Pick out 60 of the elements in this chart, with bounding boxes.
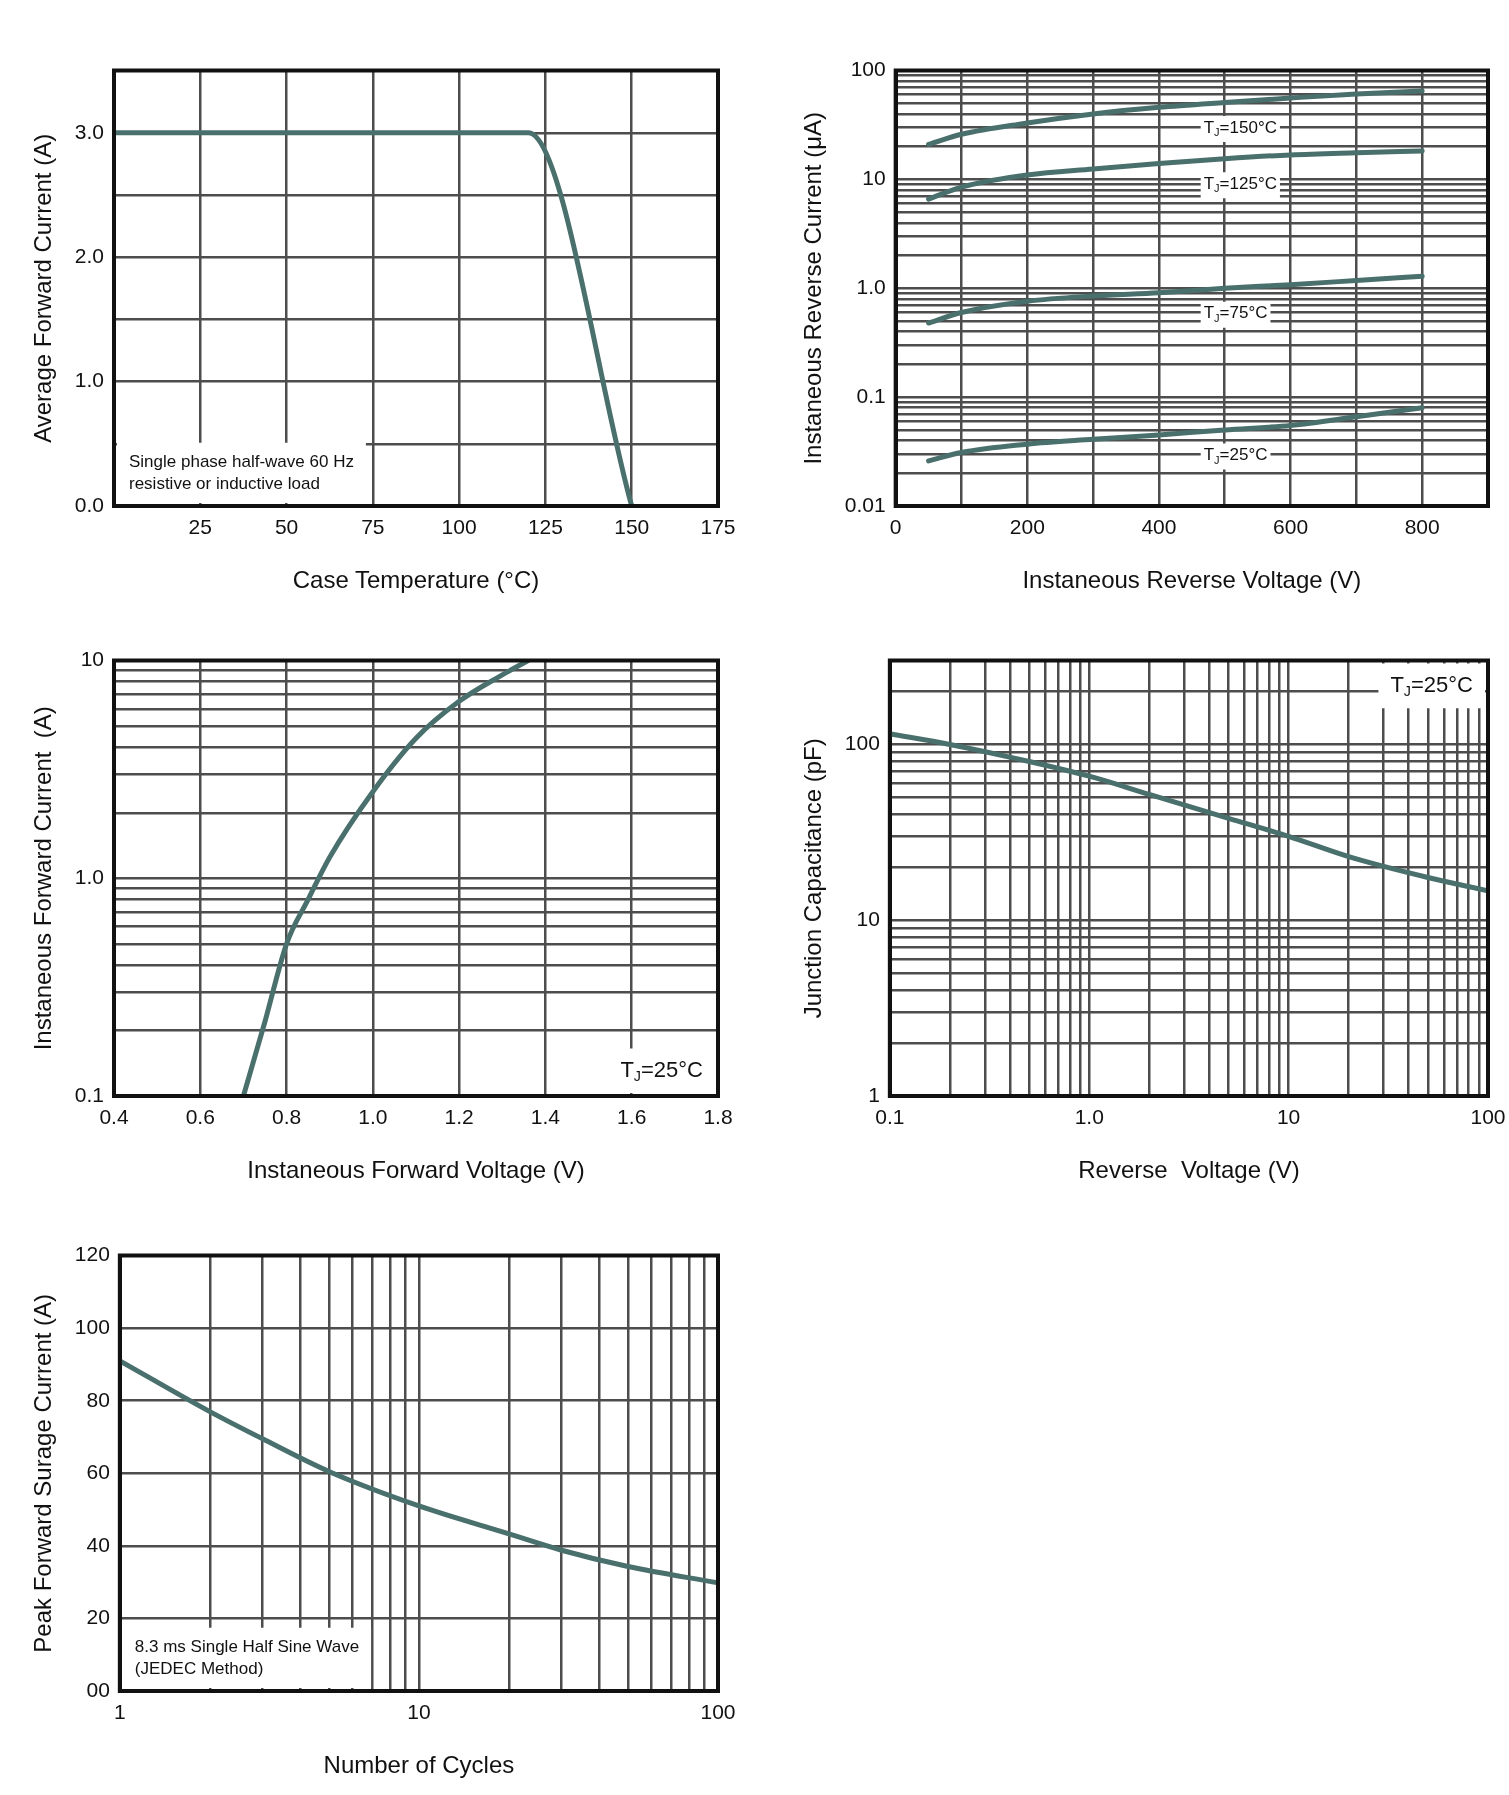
x-tick-label: 1 [113,1700,126,1724]
x-tick-label: 125 [527,515,563,539]
y-tick-label: 10 [80,647,104,671]
annotation: 8.3 ms Single Half Sine Wave (JEDEC Method) [134,1636,360,1678]
x-tick-label: 1.0 [1074,1105,1104,1129]
x-axis-title: Case Temperature (°C) [292,566,540,594]
y-tick-label: 40 [86,1532,110,1556]
y-tick-label: 10 [856,907,880,931]
x-axis-title: Reverse Voltage (V) [1078,1156,1300,1184]
y-axis-title: Instaneous Forward Current (A) [29,706,57,1051]
x-tick-label: 200 [1009,515,1045,539]
y-tick-label: 1 [868,1082,880,1106]
x-tick-label: 100 [700,1700,736,1724]
y-tick-label: 120 [74,1242,110,1266]
y-tick-label: 3.0 [74,119,104,143]
y-tick-label: 100 [844,731,880,755]
x-axis-title: Number of Cycles [323,1751,515,1779]
x-axis-title: Instaneous Reverse Voltage (V) [1022,566,1362,594]
y-tick-label: 100 [850,57,886,81]
x-tick-label: 0.6 [185,1105,215,1129]
y-tick-label: 1.0 [856,275,886,299]
x-tick-label: 150 [614,515,650,539]
x-tick-label: 800 [1404,515,1440,539]
x-tick-label: 600 [1273,515,1309,539]
y-tick-label: 10 [862,166,886,190]
y-tick-label: 0.01 [844,492,886,516]
x-tick-label: 1.4 [530,1105,561,1129]
x-tick-label: 0 [889,515,902,539]
y-axis-title: Average Forward Current (A) [29,133,57,443]
x-tick-label: 10 [1276,1105,1301,1129]
x-axis-title: Instaneous Forward Voltage (V) [247,1156,585,1184]
x-tick-label: 0.8 [271,1105,302,1129]
x-tick-label: 25 [188,515,212,539]
x-tick-label: 50 [274,515,299,539]
y-tick-label: 00 [86,1677,110,1701]
y-tick-label: 20 [86,1605,110,1629]
y-tick-label: 2.0 [74,244,104,267]
x-tick-label: 100 [1470,1105,1506,1129]
y-tick-label: 80 [86,1387,110,1411]
x-tick-label: 1.0 [358,1105,388,1129]
y-axis-title: Instaneous Reverse Current (μA) [799,111,827,465]
x-tick-label: 1.2 [444,1105,474,1129]
y-tick-label: 1.0 [74,368,104,392]
x-tick-label: 0.4 [99,1105,129,1129]
y-tick-label: 0.1 [856,383,886,407]
y-tick-label: 0.0 [74,492,104,516]
x-tick-label: 1.6 [617,1105,647,1129]
y-tick-label: 100 [74,1314,110,1338]
x-tick-label: 100 [441,515,477,539]
y-tick-label: 60 [86,1460,110,1484]
x-tick-label: 400 [1141,515,1177,539]
y-tick-label: 1.0 [74,865,104,889]
y-axis-title: Peak Forward Surage Current (A) [29,1293,57,1653]
x-tick-label: 1.8 [703,1105,733,1129]
x-tick-label: 175 [700,515,736,539]
y-axis-title: Junction Capacitance (pF) [799,738,827,1019]
y-tick-label: 0.1 [74,1082,104,1106]
x-tick-label: 10 [407,1700,431,1724]
annotation: Single phase half-wave 60 Hz resistive or inductive load [128,451,354,493]
x-tick-label: 75 [361,515,385,539]
